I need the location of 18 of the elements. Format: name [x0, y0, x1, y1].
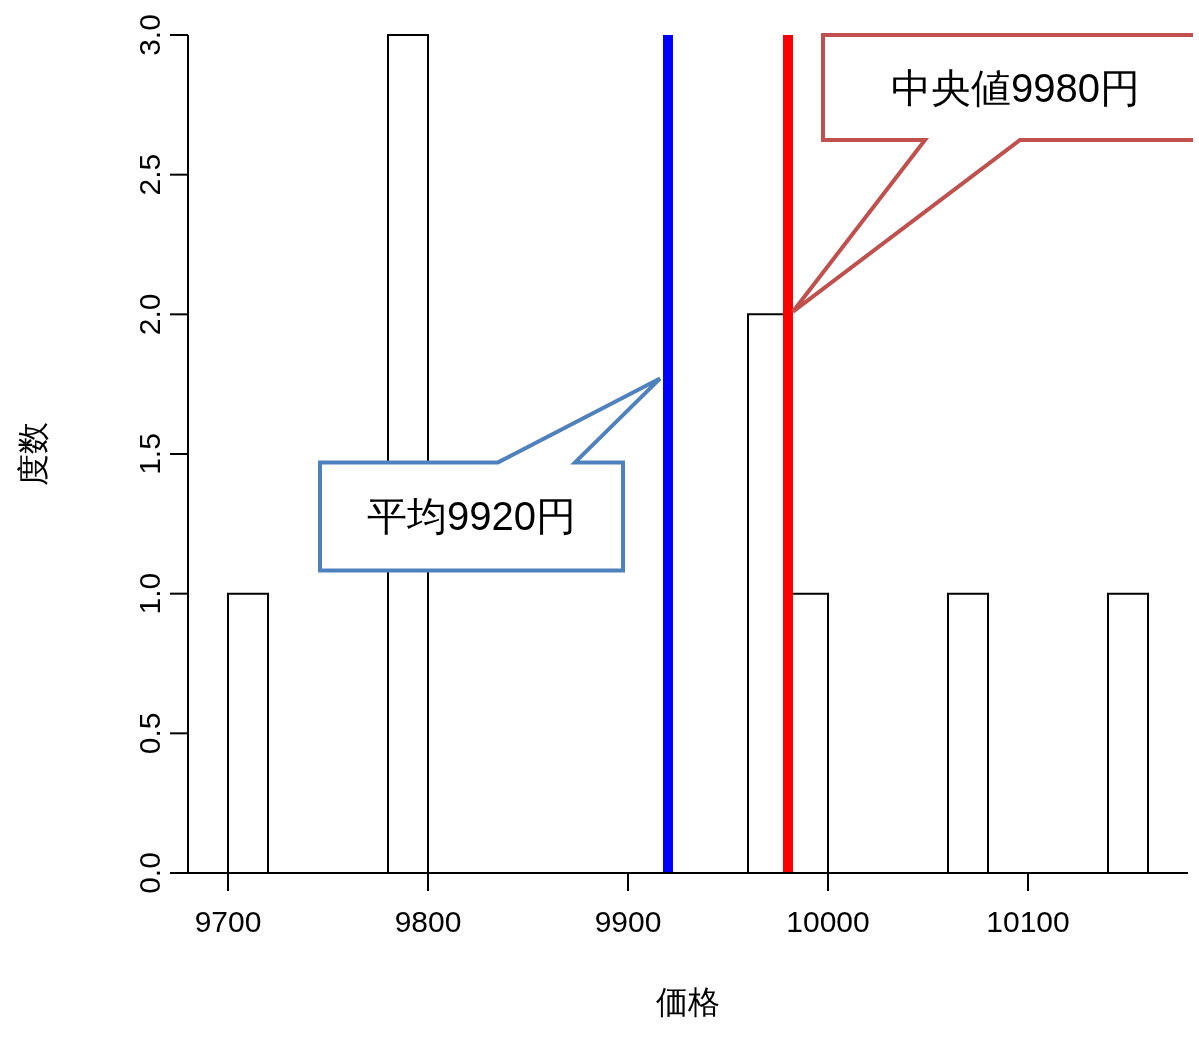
- y-tick-label: 3.0: [133, 14, 166, 56]
- y-tick-label: 0.0: [133, 852, 166, 894]
- y-tick-label: 2.0: [133, 293, 166, 336]
- x-tick-label: 9800: [394, 905, 462, 939]
- x-tick-label: 9900: [594, 905, 662, 939]
- y-tick-label: 2.5: [133, 153, 166, 196]
- y-tick-label: 1.5: [133, 433, 166, 475]
- callout: 中央値9980円: [791, 33, 1193, 314]
- x-tick-label: 10000: [786, 905, 870, 939]
- y-tick-label: 1.0: [133, 572, 166, 615]
- x-tick-label: 9700: [194, 905, 262, 939]
- y-axis-title: 度数: [15, 422, 52, 486]
- ref-line-label: 平均9920円: [367, 494, 576, 539]
- callout: 平均9920円: [318, 376, 662, 573]
- x-tick-label: 10100: [986, 905, 1070, 939]
- x-axis-title: 価格: [656, 984, 720, 1020]
- y-tick-label: 0.5: [133, 712, 166, 755]
- ref-line-label: 中央値9980円: [891, 65, 1140, 110]
